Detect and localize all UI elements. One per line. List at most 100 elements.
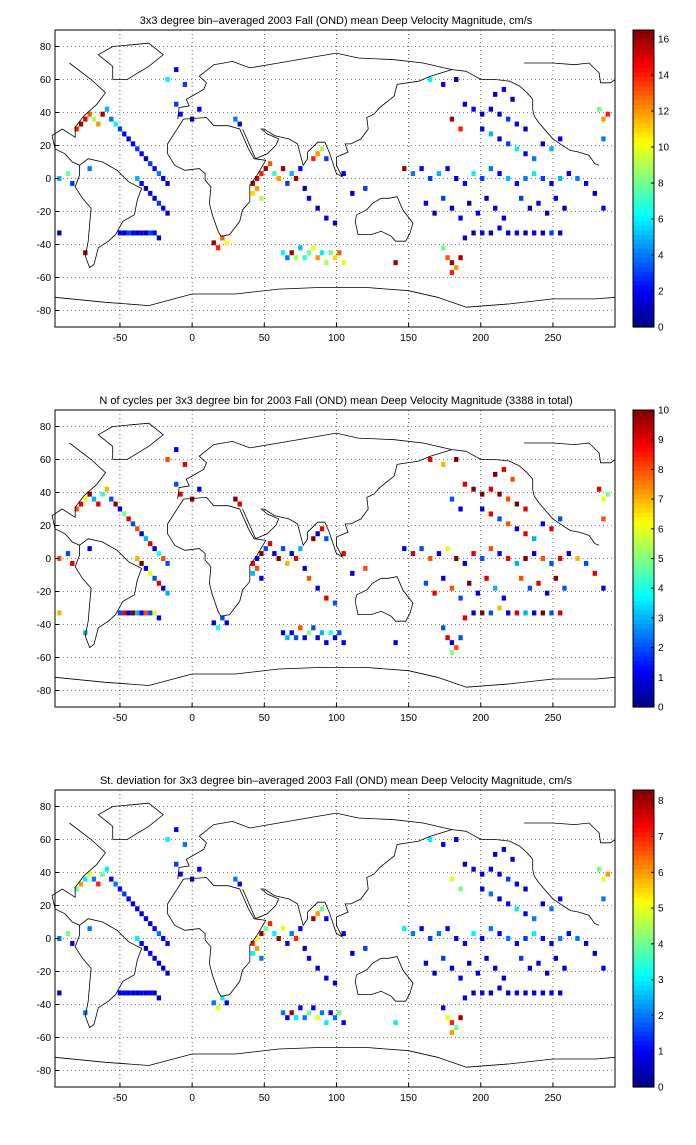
coastline	[466, 450, 600, 546]
data-bin	[497, 111, 502, 117]
data-bin	[471, 866, 476, 872]
data-bin	[471, 106, 476, 112]
data-bin	[267, 161, 273, 167]
colorbar-swatch	[633, 581, 654, 587]
colorbar-swatch	[633, 1026, 654, 1032]
data-bin	[211, 620, 216, 626]
data-bin	[161, 965, 166, 971]
data-bin	[135, 526, 140, 532]
colorbar-swatch	[633, 34, 654, 40]
x-tick-label: -50	[113, 1093, 128, 1104]
coastline	[74, 158, 143, 269]
data-bin	[536, 960, 541, 966]
data-bin	[436, 931, 442, 937]
data-bin	[480, 176, 485, 181]
data-bin	[458, 886, 463, 892]
data-bin	[471, 990, 476, 996]
data-bin	[189, 116, 195, 122]
colorbar-swatch	[633, 104, 654, 110]
data-bin	[480, 491, 485, 497]
data-bin	[117, 506, 123, 512]
colorbar-swatch	[633, 827, 654, 833]
data-bin	[497, 516, 502, 522]
colorbar-swatch	[633, 553, 654, 560]
y-tick-label: 60	[40, 455, 52, 466]
colorbar-swatch	[633, 262, 654, 268]
data-bin	[57, 990, 62, 996]
colorbar-tick-label: 6	[658, 524, 664, 535]
data-bin	[532, 990, 537, 996]
colorbar-swatch	[633, 419, 654, 425]
data-bin	[363, 565, 368, 571]
colorbar-swatch	[633, 674, 654, 680]
data-bin	[156, 995, 162, 1001]
colorbar-swatch	[633, 859, 654, 865]
data-bin	[341, 551, 346, 557]
colorbar-swatch	[633, 127, 654, 133]
data-bin	[488, 230, 494, 236]
data-bin	[165, 457, 170, 462]
data-bin	[152, 955, 157, 961]
data-bin	[480, 886, 485, 892]
colorbar-swatch	[633, 910, 654, 916]
data-bin	[126, 990, 131, 996]
data-bin	[449, 965, 455, 971]
data-bin	[285, 1015, 290, 1021]
data-bin	[83, 496, 88, 502]
data-bin	[557, 230, 563, 236]
coastline	[466, 70, 600, 166]
data-bin	[493, 91, 498, 97]
data-bin	[514, 990, 520, 996]
data-bin	[549, 180, 554, 186]
data-bin	[215, 625, 221, 631]
data-bin	[250, 180, 255, 186]
data-bin	[293, 635, 299, 641]
y-tick-label: 40	[40, 488, 52, 499]
colorbar-swatch	[633, 414, 654, 420]
y-tick-label: 0	[45, 554, 51, 565]
data-bin	[293, 556, 299, 561]
colorbar-swatch	[633, 790, 654, 796]
data-bin	[523, 126, 528, 132]
data-bin	[497, 171, 502, 177]
data-bin	[553, 575, 558, 581]
data-bin	[428, 176, 433, 181]
data-bin	[332, 255, 338, 261]
data-bin	[458, 1015, 463, 1021]
data-bin	[178, 111, 183, 117]
data-bin	[506, 936, 511, 941]
data-bin	[497, 605, 502, 611]
colorbar-swatch	[633, 169, 654, 175]
colorbar-swatch	[633, 317, 654, 323]
colorbar-swatch	[633, 563, 654, 569]
data-bin	[445, 1015, 450, 1021]
data-bin	[139, 911, 144, 917]
colorbar-swatch	[633, 808, 654, 814]
data-bin	[545, 590, 550, 596]
data-bin	[285, 560, 290, 566]
data-bin	[319, 630, 325, 636]
data-bin	[514, 906, 520, 912]
colorbar-swatch	[633, 210, 654, 217]
colorbar-swatch	[633, 173, 654, 180]
y-tick-label: 80	[40, 422, 52, 433]
data-bin	[289, 551, 294, 557]
data-bin	[350, 570, 355, 576]
data-bin	[523, 230, 528, 236]
data-bin	[410, 551, 416, 557]
data-bin	[280, 250, 286, 256]
data-bin	[523, 176, 528, 181]
colorbar-swatch	[633, 933, 654, 940]
data-bin	[165, 837, 170, 842]
data-bin	[458, 595, 463, 601]
data-bin	[501, 595, 507, 601]
data-bin	[311, 625, 316, 631]
data-bin	[601, 965, 606, 971]
data-bin	[441, 195, 446, 201]
data-bin	[315, 911, 320, 917]
data-bin	[174, 101, 179, 107]
x-tick-label: 150	[400, 713, 417, 724]
data-bin	[78, 121, 84, 127]
data-bin	[423, 580, 429, 586]
data-bin	[445, 926, 450, 932]
